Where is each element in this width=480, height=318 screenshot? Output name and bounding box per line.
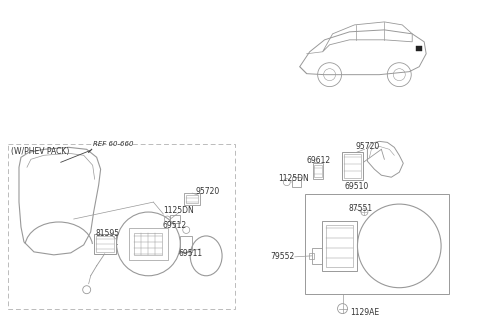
Text: 95720: 95720 <box>195 187 219 196</box>
Bar <box>309 253 313 259</box>
Bar <box>186 195 198 203</box>
Bar <box>342 152 363 180</box>
Text: REF 60-660: REF 60-660 <box>93 141 133 147</box>
Text: 1125DN: 1125DN <box>163 206 194 215</box>
Bar <box>8 144 235 308</box>
Bar <box>344 154 361 178</box>
Text: 81595: 81595 <box>96 229 120 238</box>
Bar <box>312 163 323 179</box>
Bar <box>325 225 353 267</box>
Text: 87551: 87551 <box>348 204 372 213</box>
Bar <box>312 248 322 264</box>
Text: 1129AE: 1129AE <box>350 308 380 317</box>
Bar <box>96 236 114 252</box>
Bar <box>129 228 168 260</box>
Bar <box>305 194 449 294</box>
Bar <box>94 234 116 254</box>
Bar <box>292 177 301 187</box>
Text: 69510: 69510 <box>345 182 369 191</box>
Bar <box>180 236 192 252</box>
Text: 69612: 69612 <box>307 156 331 165</box>
Bar <box>170 215 180 223</box>
Bar <box>134 233 162 255</box>
Bar <box>184 193 200 205</box>
Text: 79552: 79552 <box>271 252 295 261</box>
Text: 95720: 95720 <box>356 142 380 151</box>
Text: (W/PHEV PACK): (W/PHEV PACK) <box>11 147 70 156</box>
Text: 1125DN: 1125DN <box>278 174 309 183</box>
Text: 69511: 69511 <box>178 249 203 258</box>
Text: 69512: 69512 <box>162 221 186 230</box>
Bar <box>313 165 322 177</box>
Bar <box>416 46 422 51</box>
Bar <box>322 221 358 271</box>
